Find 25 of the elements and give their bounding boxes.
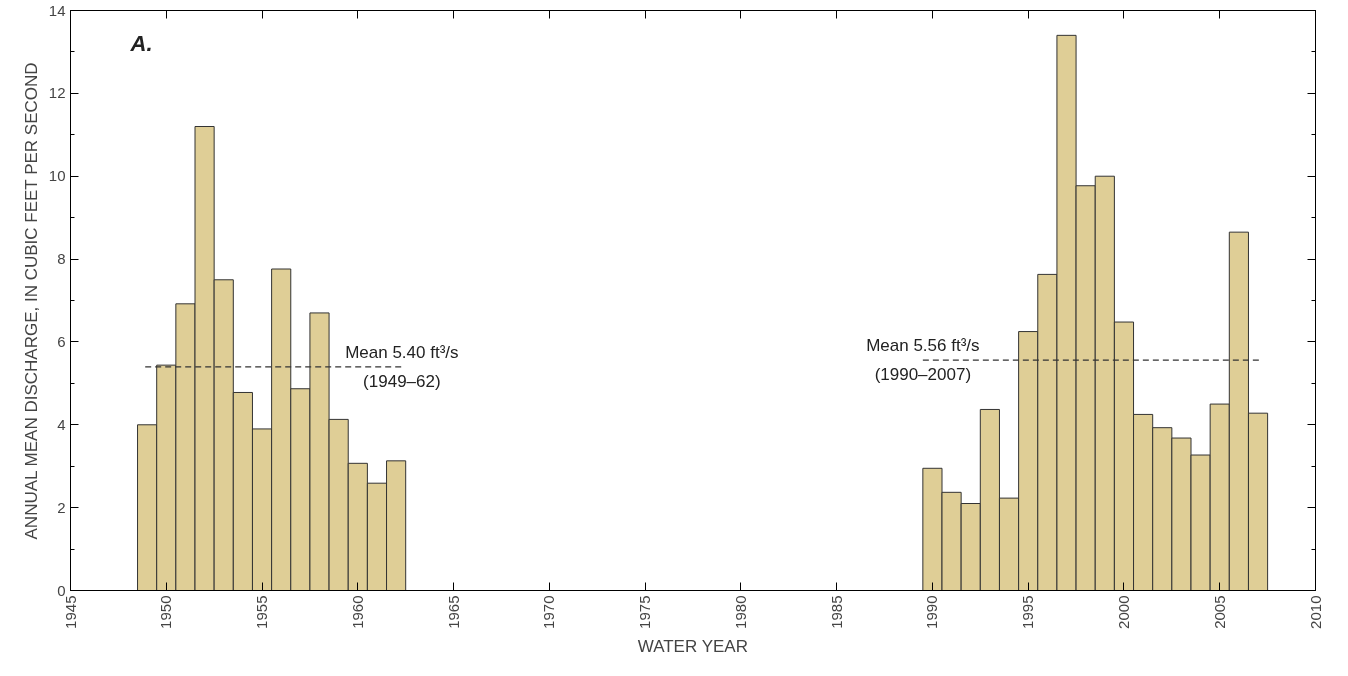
x-tick-label: 1995 (1019, 595, 1037, 629)
x-tick-label: 2010 (1306, 595, 1324, 629)
y-tick-label: 2 (57, 498, 66, 516)
annotation: Mean 5.40 ft³/s (1949–62) (345, 342, 459, 391)
y-tick-label: 4 (57, 415, 66, 433)
y-tick-label: 8 (57, 250, 66, 268)
y-tick-label: 6 (57, 332, 66, 350)
x-tick-label: 1955 (253, 595, 271, 629)
x-tick-label: 1985 (827, 595, 845, 629)
y-axis-title: ANNUAL MEAN DISCHARGE, IN CUBIC FEET PER SECOND (21, 62, 41, 540)
x-tick-label: 2000 (1114, 595, 1132, 629)
x-tick-label: 1990 (923, 595, 941, 629)
x-tick-label: 1960 (348, 595, 366, 629)
x-tick-label: 1970 (540, 595, 558, 629)
y-tick-label: 14 (48, 1, 66, 19)
annotation: Mean 5.56 ft³/s (1990–2007) (866, 336, 980, 385)
x-axis-title: WATER YEAR (637, 636, 748, 656)
x-tick-label: 1950 (157, 595, 175, 629)
x-tick-label: 1975 (636, 595, 654, 629)
y-tick-label: 12 (48, 84, 66, 102)
x-tick-label: 1980 (731, 595, 749, 629)
x-tick-label: 2005 (1210, 595, 1228, 629)
annotation: A. (129, 30, 153, 56)
y-tick-label: 10 (48, 167, 66, 185)
x-tick-label: 1965 (444, 595, 462, 629)
